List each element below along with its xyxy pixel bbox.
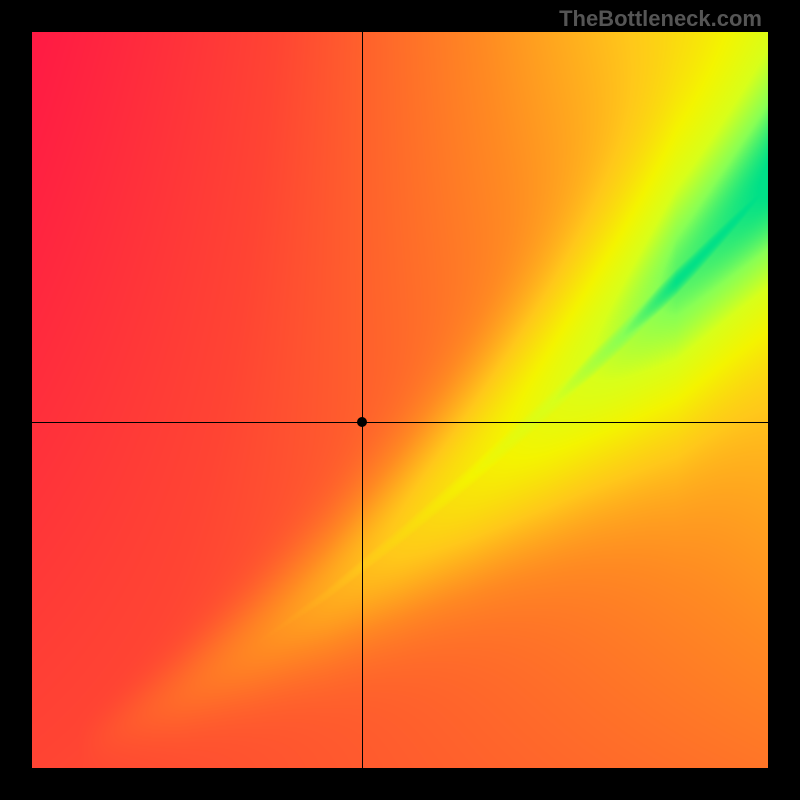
crosshair-vertical: [362, 32, 363, 768]
heatmap-canvas: [32, 32, 768, 768]
crosshair-horizontal: [32, 422, 768, 423]
heatmap-plot: [32, 32, 768, 768]
crosshair-point: [357, 417, 367, 427]
watermark-text: TheBottleneck.com: [559, 6, 762, 32]
